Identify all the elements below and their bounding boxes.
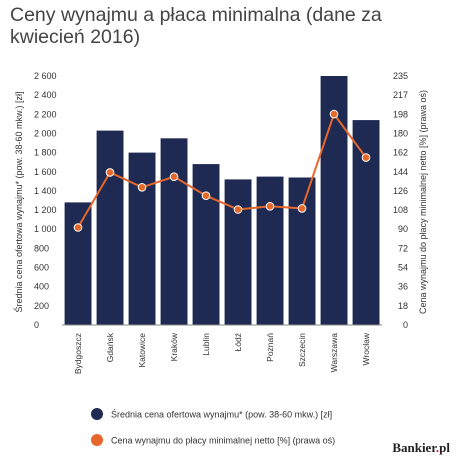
bar-bydgoszcz	[64, 202, 92, 325]
right-tick-label: 180	[393, 129, 408, 139]
left-tick-label: 2 000	[34, 129, 57, 139]
left-tick-label: 600	[34, 263, 49, 273]
ratio-point-wroclaw	[361, 153, 371, 162]
left-tick-label: 800	[34, 243, 49, 253]
category-label-gdansk: Gdańsk	[105, 332, 115, 362]
right-tick-label: 108	[393, 205, 408, 215]
ratio-point-katowice	[137, 183, 147, 192]
left-tick-label: 400	[34, 282, 49, 292]
ratio-point-poznan	[265, 202, 275, 211]
ratio-point-krakow	[169, 172, 179, 181]
right-tick-label: 0	[403, 320, 408, 330]
ratio-line	[77, 111, 367, 229]
left-tick-label: 1 000	[34, 224, 57, 234]
ratio-line-group	[73, 109, 371, 232]
bar-krakow	[160, 138, 188, 326]
bar-wroclaw	[352, 120, 380, 325]
left-tick-label: 0	[34, 320, 39, 330]
left-tick-label: 1 600	[34, 167, 57, 177]
category-label-lodz: Łódź	[233, 333, 243, 351]
right-tick-label: 217	[393, 90, 408, 100]
category-label-szczecin: Szczecin	[297, 333, 307, 367]
category-labels: Bydgoszcz Gdańsk Katowice Kraków Lublin Łódź P…	[73, 332, 371, 374]
category-label-warszawa: Warszawa	[329, 333, 339, 373]
left-tick-label: 2 200	[34, 109, 57, 119]
chart-title: Ceny wynajmu a płaca minimalna (dane za …	[10, 4, 382, 48]
legend-bar-label: Średnia cena ofertowa wynajmu* (pow. 38-…	[111, 409, 332, 420]
ratio-point-warszawa	[329, 109, 339, 119]
right-tick-label: 36	[398, 282, 408, 292]
bars-group	[64, 76, 380, 326]
bar-lublin	[192, 164, 220, 325]
category-label-krakow: Kraków	[169, 332, 179, 361]
legend-line-label: Cena wynajmu do płacy minimalnej netto […	[111, 436, 335, 446]
right-tick-label: 18	[398, 301, 408, 311]
ratio-point-bydgoszcz	[73, 223, 83, 232]
left-tick-label: 2 400	[34, 90, 57, 100]
ratio-point-gdansk	[105, 168, 115, 177]
left-tick-label: 1 400	[34, 186, 57, 196]
bankier-logo: Bankier.pl	[392, 440, 450, 455]
bar-szczecin	[288, 177, 316, 325]
right-tick-label: 72	[398, 243, 408, 253]
category-label-bydgoszcz: Bydgoszcz	[73, 333, 83, 374]
left-tick-label: 200	[34, 301, 49, 311]
left-axis-ticks: 0 200 400 600 800 1 000 1 200 1 400 1 600 1 800 2 …	[34, 71, 57, 330]
legend-bar-marker	[91, 408, 103, 420]
category-label-poznan: Poznań	[265, 333, 275, 362]
right-tick-label: 54	[398, 263, 408, 273]
category-label-wroclaw: Wrocław	[361, 332, 371, 365]
left-tick-label: 1 800	[34, 148, 57, 158]
bar-gdansk	[96, 130, 124, 325]
right-axis-label: Cena wynajmu do płacy minimalnej netto […	[418, 90, 428, 314]
bar-katowice	[128, 152, 156, 325]
legend: Średnia cena ofertowa wynajmu* (pow. 38-…	[91, 408, 335, 446]
legend-line-marker	[91, 434, 103, 446]
right-tick-label: 126	[393, 186, 408, 196]
right-tick-label: 162	[393, 148, 408, 158]
right-tick-label: 90	[398, 224, 408, 234]
category-label-katowice: Katowice	[137, 333, 147, 368]
bar-lodz	[224, 179, 252, 325]
ratio-point-lublin	[201, 191, 211, 200]
category-label-lublin: Lublin	[201, 333, 211, 356]
left-tick-label: 2 600	[34, 71, 57, 81]
ratio-point-szczecin	[297, 204, 307, 213]
right-axis-ticks: 0 18 36 54 72 90 108 126 144 162 180 198 217 235	[393, 71, 408, 330]
bar-poznan	[256, 176, 284, 325]
right-tick-label: 144	[393, 167, 408, 177]
right-tick-label: 235	[393, 71, 408, 81]
ratio-point-lodz	[233, 205, 243, 214]
left-tick-label: 1 200	[34, 205, 57, 215]
left-axis-label: Średnia cena ofertowa wynajmu* (pow. 38-…	[13, 91, 24, 312]
right-tick-label: 198	[393, 109, 408, 119]
